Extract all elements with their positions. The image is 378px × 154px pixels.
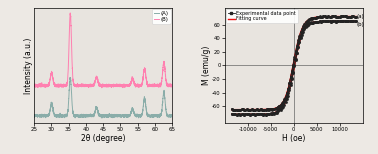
(A) (32, 114, 36, 116)
Text: (a): (a) (356, 14, 364, 19)
(B) (91, 83, 95, 85)
Line: (A): (A) (34, 77, 172, 118)
(B) (170, 85, 175, 87)
(B) (32, 85, 36, 87)
(A) (85, 115, 89, 117)
(B) (99, 87, 104, 89)
Y-axis label: Intensity (a.u.): Intensity (a.u.) (24, 37, 33, 94)
(A) (152, 115, 157, 117)
(B) (167, 85, 172, 87)
(B) (48, 80, 52, 82)
Text: (b): (b) (356, 22, 364, 26)
Legend: (A), (B): (A), (B) (152, 9, 170, 24)
X-axis label: 2θ (degree): 2θ (degree) (81, 134, 125, 143)
(A) (99, 117, 104, 119)
Y-axis label: M (emu/g): M (emu/g) (201, 46, 211, 85)
X-axis label: H (oe): H (oe) (282, 134, 305, 143)
Legend: Experimental data point, Fitting curve: Experimental data point, Fitting curve (226, 9, 297, 23)
(B) (85, 84, 89, 85)
(A) (48, 111, 52, 113)
Line: (B): (B) (34, 13, 172, 88)
(A) (56, 114, 60, 116)
(A) (170, 116, 175, 118)
(A) (167, 115, 172, 117)
(B) (68, 12, 73, 14)
(B) (152, 85, 157, 87)
(B) (56, 85, 60, 86)
(A) (68, 77, 73, 78)
(A) (91, 115, 95, 117)
